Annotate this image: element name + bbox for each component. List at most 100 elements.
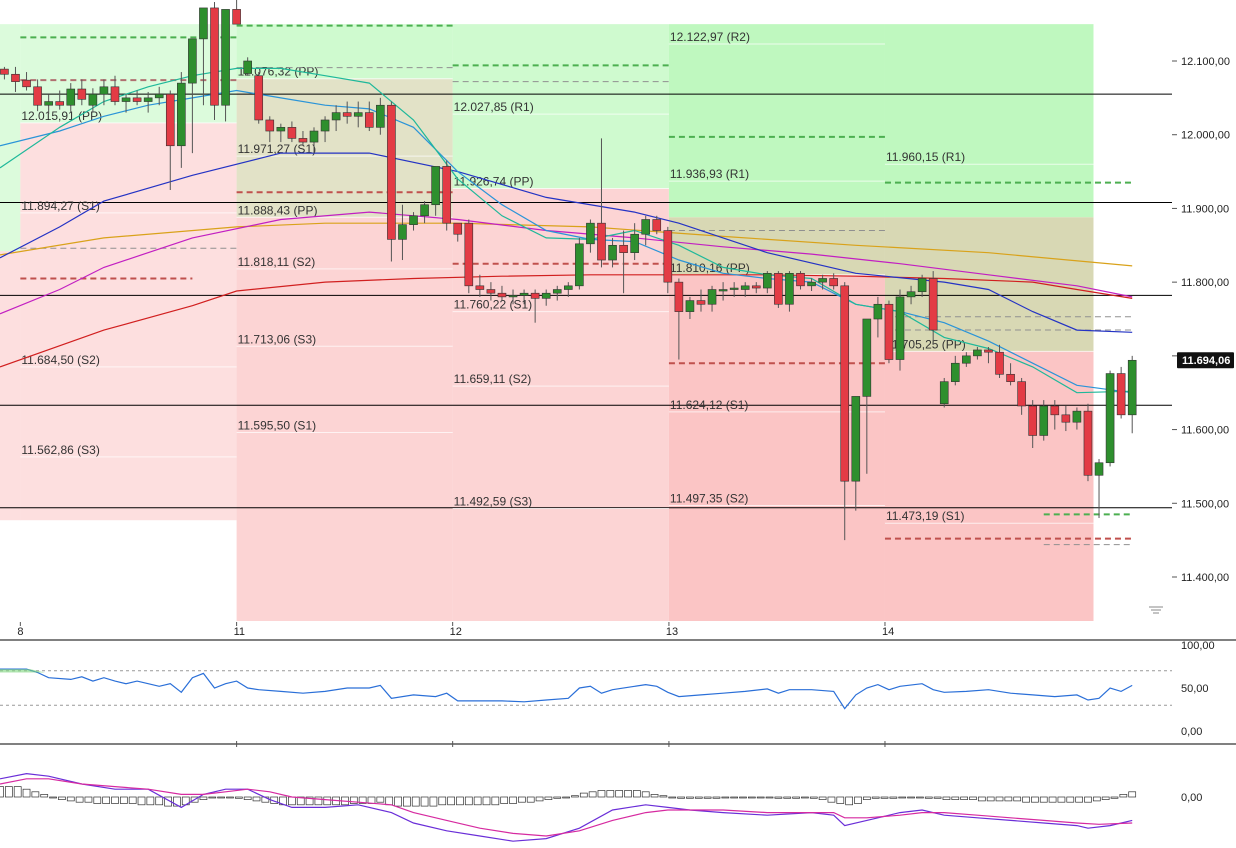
macd-histogram-bar [1066,796,1075,803]
macd-histogram-bar [358,796,367,804]
pivot-level-label: 11.936,93 (R1) [670,167,749,181]
moving-average-line [0,67,1133,394]
macd-histogram-bar [650,794,659,798]
candle-body [984,349,993,353]
candle-body [751,285,761,289]
macd-histogram-bar [119,796,128,804]
candle-body [77,88,87,100]
candle-body [55,101,65,106]
macd-histogram-bar [234,796,243,799]
price-tick-label: 11.600,00 [1181,425,1229,437]
candle-body [763,272,772,289]
macd-histogram-bar [438,796,447,806]
candle-body [564,285,573,290]
macd-histogram-bar [473,796,482,806]
pivot-level-label: 11.960,15 (R1) [886,150,965,164]
candle-body [11,73,20,82]
candle-body [0,68,9,75]
macd-histogram-bar [668,796,677,799]
macd-histogram-bar [1057,796,1066,803]
pivot-level-label: 12.015,91 (PP) [21,109,102,123]
macd-histogram-bar [615,790,624,798]
macd-histogram-bar [252,796,261,802]
candle-body [364,112,374,128]
macd-histogram-bar [677,796,685,799]
candle-body [950,362,960,382]
macd-histogram-bar [916,796,924,799]
macd-histogram-bar [641,791,650,798]
macd-histogram-bar [951,796,960,800]
pivot-level-label: 11.562,86 (S3) [21,443,100,457]
macd-histogram-bar [739,796,747,799]
macd-histogram-bar [588,791,597,798]
candle-body [541,292,551,299]
candle-body [597,222,606,261]
macd-panel: 0,00 [0,745,1236,843]
candle-body [630,233,639,253]
macd-line [0,772,1133,842]
macd-histogram-bar [323,796,332,806]
time-tick-label: 12 [450,626,462,638]
pivot-level-label: 12.027,85 (R1) [454,100,534,114]
candle-body [442,166,451,224]
candle-body [1028,405,1037,436]
macd-histogram-bar [871,796,880,799]
macd-histogram-bar [173,796,181,807]
candle-body [33,86,42,106]
candle-body [729,287,739,290]
candle-body [1116,373,1126,416]
pivot-zone [236,78,453,218]
candles [0,0,1137,541]
candle-body [287,127,297,139]
macd-histogram-bar [756,796,765,799]
candle-body [387,104,396,240]
macd-histogram-bar [1004,796,1013,802]
macd-histogram-bar [809,796,818,799]
macd-histogram-bar [208,796,217,799]
candle-body [154,93,164,99]
horizontal-lines [0,93,1172,509]
price-axis: 12.100,0012.000,0011.900,0011.800,0011.7… [1172,0,1236,640]
pivot-zone [884,24,1094,218]
pivot-level-label: 11.888,43 (PP) [238,203,318,217]
pivot-level-label: 12.122,97 (R2) [670,30,750,44]
macd-signal-line [0,778,1133,837]
pivot-level-label: 11.497,35 (S2) [670,491,749,505]
macd-histogram-bar [456,796,464,806]
candle-body [652,219,662,231]
pivot-level-label: 11.713,06 (S3) [238,332,317,346]
macd-histogram-bar [827,796,836,803]
candle-body [962,355,971,364]
macd-histogram-bar [765,796,774,799]
rsi-tick-label: 0,00 [1181,726,1202,738]
rsi-overbought-fill [0,669,45,673]
macd-histogram-bar [420,796,429,807]
candle-body [674,281,684,312]
moving-average-line [0,274,1133,368]
macd-histogram-bar [854,796,862,804]
candle-body [497,292,507,298]
macd-histogram-bar [526,796,535,803]
macd-histogram-bar [84,796,93,803]
candle-body [66,88,76,106]
time-tick-label: 14 [882,626,894,638]
macd-histogram-bar [977,796,986,802]
macd-histogram-bar [128,796,137,804]
candle-body [552,289,562,294]
macd-histogram-bar [995,796,1004,802]
macd-histogram-bar [562,796,570,799]
candle-body [829,278,838,287]
scroll-down-icon[interactable] [1149,606,1163,614]
time-tick-label: 11 [234,626,245,638]
macd-histogram-bar [544,796,553,800]
macd-histogram-bar [491,796,500,806]
macd-histogram-bar [597,790,606,798]
candle-body [376,104,385,128]
macd-histogram-bar [579,792,588,798]
candle-body [353,112,363,117]
candle-body [121,97,131,102]
macd-histogram-bar [102,796,110,804]
pivot-zone [0,251,21,521]
candle-body [884,303,894,360]
